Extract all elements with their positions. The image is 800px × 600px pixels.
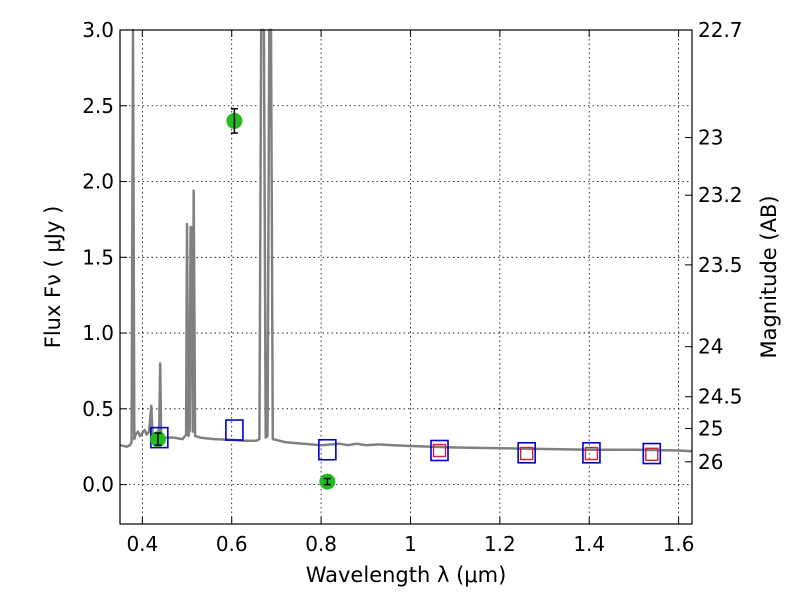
model-flux-square (430, 439, 449, 462)
x-axis-label: Wavelength λ (μm) (306, 563, 507, 587)
magnitude-tick-label: 23.2 (698, 183, 743, 207)
x-tick-label: 0.8 (305, 532, 337, 556)
spectrum-line (119, 28, 693, 453)
model-flux-square (582, 441, 601, 464)
y-axis-label: Flux Fν ( μJy ) (41, 206, 65, 349)
model-flux-red-square (432, 443, 447, 458)
grid-lines (120, 30, 692, 524)
axis-ticks: 0.4 0.6 0.8 1 1.2 1.4 1.6 0.0 0.5 1.0 1.5 2.0 2.5 3.0… (82, 18, 742, 556)
magnitude-tick-label: 24.5 (698, 385, 743, 409)
model-flux-red-square (645, 447, 659, 461)
x-tick-label: 0.4 (126, 532, 158, 556)
y-tick-label: 2.5 (82, 94, 114, 118)
photometry-markers (149, 108, 662, 490)
x-tick-label: 1 (404, 532, 417, 556)
magnitude-tick-label: 22.7 (698, 18, 743, 42)
magnitude-tick-label: 25 (698, 417, 723, 441)
x-tick-label: 0.6 (216, 532, 248, 556)
x-tick-label: 1.2 (484, 532, 516, 556)
y-tick-label: 0.0 (82, 473, 114, 497)
model-flux-red-square (519, 446, 534, 461)
magnitude-tick-label: 24 (698, 335, 723, 359)
plot-frame (119, 29, 693, 525)
magnitude-tick-label: 23 (698, 126, 723, 150)
y-tick-label: 2.0 (82, 170, 114, 194)
model-flux-square (225, 419, 244, 441)
model-flux-red-square (584, 446, 599, 461)
x-tick-label: 1.4 (573, 532, 605, 556)
y-tick-label: 1.5 (82, 245, 114, 269)
magnitude-tick-label: 26 (698, 450, 723, 474)
model-spectrum (119, 28, 693, 453)
model-flux-square (318, 438, 337, 461)
y-tick-label: 0.5 (82, 397, 114, 421)
model-flux-square (517, 441, 536, 464)
y-tick-label: 1.0 (82, 321, 114, 345)
model-flux-square (642, 442, 662, 465)
y-tick-label: 3.0 (82, 18, 114, 42)
x-tick-label: 1.6 (663, 532, 695, 556)
magnitude-axis-label: Magnitude (AB) (757, 195, 781, 358)
magnitude-tick-label: 23.5 (698, 253, 743, 277)
